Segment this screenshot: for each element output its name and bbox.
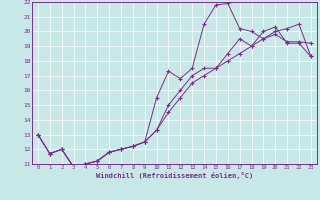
X-axis label: Windchill (Refroidissement éolien,°C): Windchill (Refroidissement éolien,°C) <box>96 172 253 179</box>
